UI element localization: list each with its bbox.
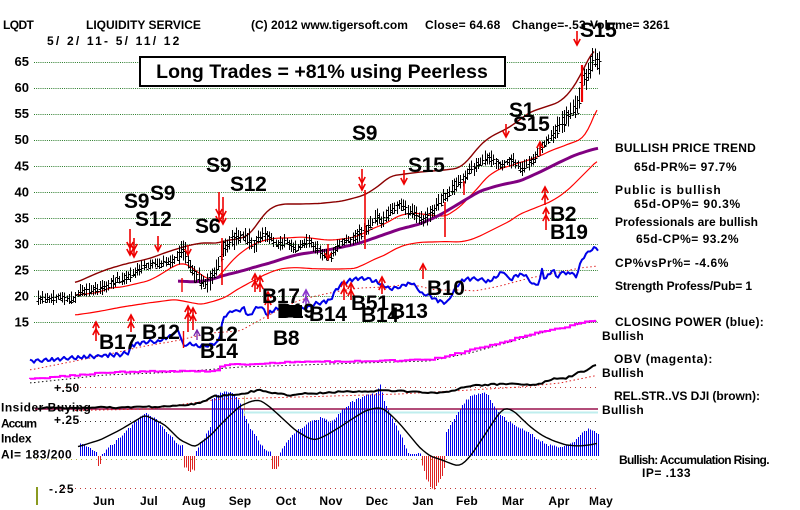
svg-text:IP= .133: IP= .133 xyxy=(642,466,691,480)
svg-text:B14: B14 xyxy=(200,340,238,363)
svg-text:CLOSING POWER (blue):: CLOSING POWER (blue): xyxy=(615,315,764,329)
svg-text:Jan: Jan xyxy=(412,494,433,508)
svg-text:Jul: Jul xyxy=(140,494,158,508)
svg-text:Volume= 3261: Volume= 3261 xyxy=(590,18,670,32)
svg-text:35: 35 xyxy=(15,210,29,225)
svg-text:65d-OP%= 90.3%: 65d-OP%= 90.3% xyxy=(634,197,741,211)
svg-text:Dec: Dec xyxy=(366,494,389,508)
svg-text:60: 60 xyxy=(15,80,29,95)
svg-text:65: 65 xyxy=(15,54,29,69)
svg-text:Jun: Jun xyxy=(93,494,115,508)
svg-text:B19: B19 xyxy=(277,300,315,323)
svg-text:Long Trades = +81% using Peerl: Long Trades = +81% using Peerless xyxy=(156,61,488,83)
svg-text:Strength Profess/Pub= 1: Strength Profess/Pub= 1 xyxy=(615,279,752,293)
svg-text:S1: S1 xyxy=(509,99,535,122)
svg-text:B8: B8 xyxy=(273,327,300,350)
svg-text:55: 55 xyxy=(15,106,29,121)
svg-text:B13: B13 xyxy=(390,300,428,323)
svg-text:Bullish: Bullish xyxy=(602,329,644,343)
svg-text:OBV (magenta):: OBV (magenta): xyxy=(614,352,713,366)
svg-text:REL.STR..VS DJI (brown):: REL.STR..VS DJI (brown): xyxy=(614,389,760,403)
svg-text:5/ 2/ 11- 5/ 11/ 12: 5/ 2/ 11- 5/ 11/ 12 xyxy=(47,34,182,48)
svg-text:B12: B12 xyxy=(142,321,180,344)
svg-text:Nov: Nov xyxy=(319,494,342,508)
svg-text:(C) 2012 www.tigersoft.com: (C) 2012 www.tigersoft.com xyxy=(251,18,408,32)
svg-text:B14: B14 xyxy=(361,304,399,327)
svg-text:40: 40 xyxy=(15,184,29,199)
svg-text:30: 30 xyxy=(15,236,29,251)
svg-text:B17: B17 xyxy=(99,331,137,354)
svg-text:15: 15 xyxy=(15,315,29,330)
svg-text:Bullish: Bullish xyxy=(602,366,644,380)
svg-text:B51: B51 xyxy=(351,292,389,315)
svg-text:S12: S12 xyxy=(135,208,171,231)
svg-text:B2: B2 xyxy=(550,203,576,226)
svg-text:+.50: +.50 xyxy=(54,381,80,395)
svg-text:S15: S15 xyxy=(513,113,550,136)
svg-text:B14: B14 xyxy=(309,303,347,326)
svg-text:Professionals are bullish: Professionals are bullish xyxy=(615,215,758,229)
svg-text:May: May xyxy=(589,494,613,508)
svg-text:Change=-.53: Change=-.53 xyxy=(512,18,586,32)
svg-text:S9: S9 xyxy=(124,190,149,213)
svg-text:Public is bullish: Public is bullish xyxy=(615,183,722,197)
svg-text:65d-PR%= 97.7%: 65d-PR%= 97.7% xyxy=(634,160,737,174)
svg-text:25: 25 xyxy=(15,263,29,278)
svg-text:S9: S9 xyxy=(352,122,377,145)
svg-text:45: 45 xyxy=(15,158,29,173)
svg-text:S9: S9 xyxy=(206,154,231,177)
svg-text:Apr: Apr xyxy=(548,494,569,508)
svg-text:Feb: Feb xyxy=(456,494,478,508)
svg-text:Index: Index xyxy=(1,432,32,446)
svg-text:Accum: Accum xyxy=(1,417,36,431)
svg-text:S9: S9 xyxy=(150,182,175,205)
svg-text:-.25: -.25 xyxy=(49,482,75,496)
svg-text:B17: B17 xyxy=(262,285,300,308)
svg-text:Bullish: Bullish xyxy=(602,403,644,417)
svg-text:LQDT: LQDT xyxy=(3,18,35,32)
svg-text:Mar: Mar xyxy=(502,494,524,508)
svg-text:50: 50 xyxy=(15,132,29,147)
svg-text:65d-CP%= 93.2%: 65d-CP%= 93.2% xyxy=(636,232,739,246)
svg-text:S6: S6 xyxy=(195,215,220,238)
svg-text:Insider Buying: Insider Buying xyxy=(1,401,91,415)
svg-text:B12: B12 xyxy=(200,323,238,346)
svg-text:S12: S12 xyxy=(230,173,266,196)
svg-text:S15: S15 xyxy=(580,19,617,42)
svg-text:Sep: Sep xyxy=(229,494,252,508)
svg-text:Close= 64.68: Close= 64.68 xyxy=(425,18,501,32)
svg-text:Oct: Oct xyxy=(276,494,297,508)
svg-text:B10: B10 xyxy=(427,277,465,300)
svg-text:BULLISH PRICE TREND: BULLISH PRICE TREND xyxy=(615,141,756,155)
svg-text:Aug: Aug xyxy=(182,494,206,508)
svg-text:S15: S15 xyxy=(408,154,445,177)
svg-text:AI= 183/200: AI= 183/200 xyxy=(1,448,72,462)
svg-text:Bullish: Accumulation Rising.: Bullish: Accumulation Rising. xyxy=(619,453,769,467)
svg-text:CP%vsPr%= -4.6%: CP%vsPr%= -4.6% xyxy=(615,256,729,270)
svg-text:20: 20 xyxy=(15,289,29,304)
svg-text:+.25: +.25 xyxy=(54,413,80,427)
svg-text:LIQUIDITY SERVICE: LIQUIDITY SERVICE xyxy=(86,18,201,32)
svg-text:B19: B19 xyxy=(550,221,588,244)
